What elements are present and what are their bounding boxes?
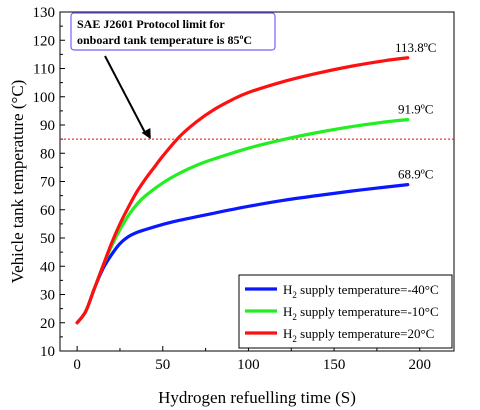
end-value-label: 113.8ºC [395, 40, 436, 55]
x-tick-label: 0 [73, 357, 81, 373]
annotation-box [70, 12, 276, 51]
legend-label: H2 supply temperature=20°C [283, 326, 434, 344]
annotation: SAE J2601 Protocol limit for onboard tank… [70, 12, 276, 140]
annotation-text-line: SAE J2601 Protocol limit for [77, 17, 225, 31]
x-axis-title: Hydrogen refuelling time (S) [158, 388, 356, 407]
x-tick-label: 50 [155, 357, 170, 373]
y-tick-label: 130 [33, 5, 56, 21]
x-tick-label: 200 [408, 357, 431, 373]
y-tick-label: 10 [40, 344, 55, 360]
y-tick-label: 50 [40, 231, 55, 247]
y-tick-label: 60 [40, 203, 55, 219]
end-value-label: 68.9ºC [398, 167, 433, 182]
x-tick-label: 100 [237, 357, 260, 373]
y-tick-label: 110 [33, 62, 55, 78]
x-tick-label: 150 [323, 357, 346, 373]
y-tick-label: 70 [40, 175, 55, 191]
annotation-arrow [104, 55, 146, 133]
end-labels: 68.9ºC 91.9ºC 113.8ºC [395, 40, 436, 182]
series-group [75, 56, 410, 325]
annotation-arrowhead [141, 127, 151, 140]
axes: 10 20 30 40 50 60 70 80 90 100 110 120 130 0 50 100 150 2… [8, 5, 455, 407]
legend-label: H2 supply temperature=-40°C [283, 282, 439, 300]
y-tick-label: 100 [33, 90, 56, 106]
annotation-text-line: onboard tank temperature is 85ºC [77, 33, 252, 47]
legend: H2 supply temperature=-40°C H2 supply tem… [238, 274, 453, 349]
y-tick-label: 90 [40, 118, 55, 134]
y-axis-title: Vehicle tank temperature (°C) [8, 80, 27, 284]
end-value-label: 91.9ºC [398, 102, 433, 117]
y-tick-label: 120 [33, 33, 56, 49]
y-tick-label: 40 [40, 259, 55, 275]
y-tick-label: 30 [40, 288, 55, 304]
y-tick-label: 20 [40, 316, 55, 332]
series-line-plus20 [75, 56, 410, 325]
legend-label: H2 supply temperature=-10°C [283, 304, 439, 322]
y-tick-label: 80 [40, 146, 55, 162]
